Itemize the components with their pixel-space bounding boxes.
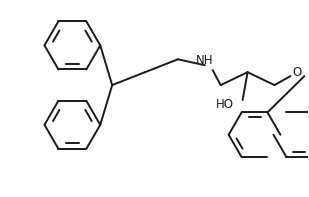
Text: NH: NH bbox=[196, 54, 214, 67]
Text: O: O bbox=[293, 66, 302, 79]
Text: HO: HO bbox=[216, 98, 234, 112]
